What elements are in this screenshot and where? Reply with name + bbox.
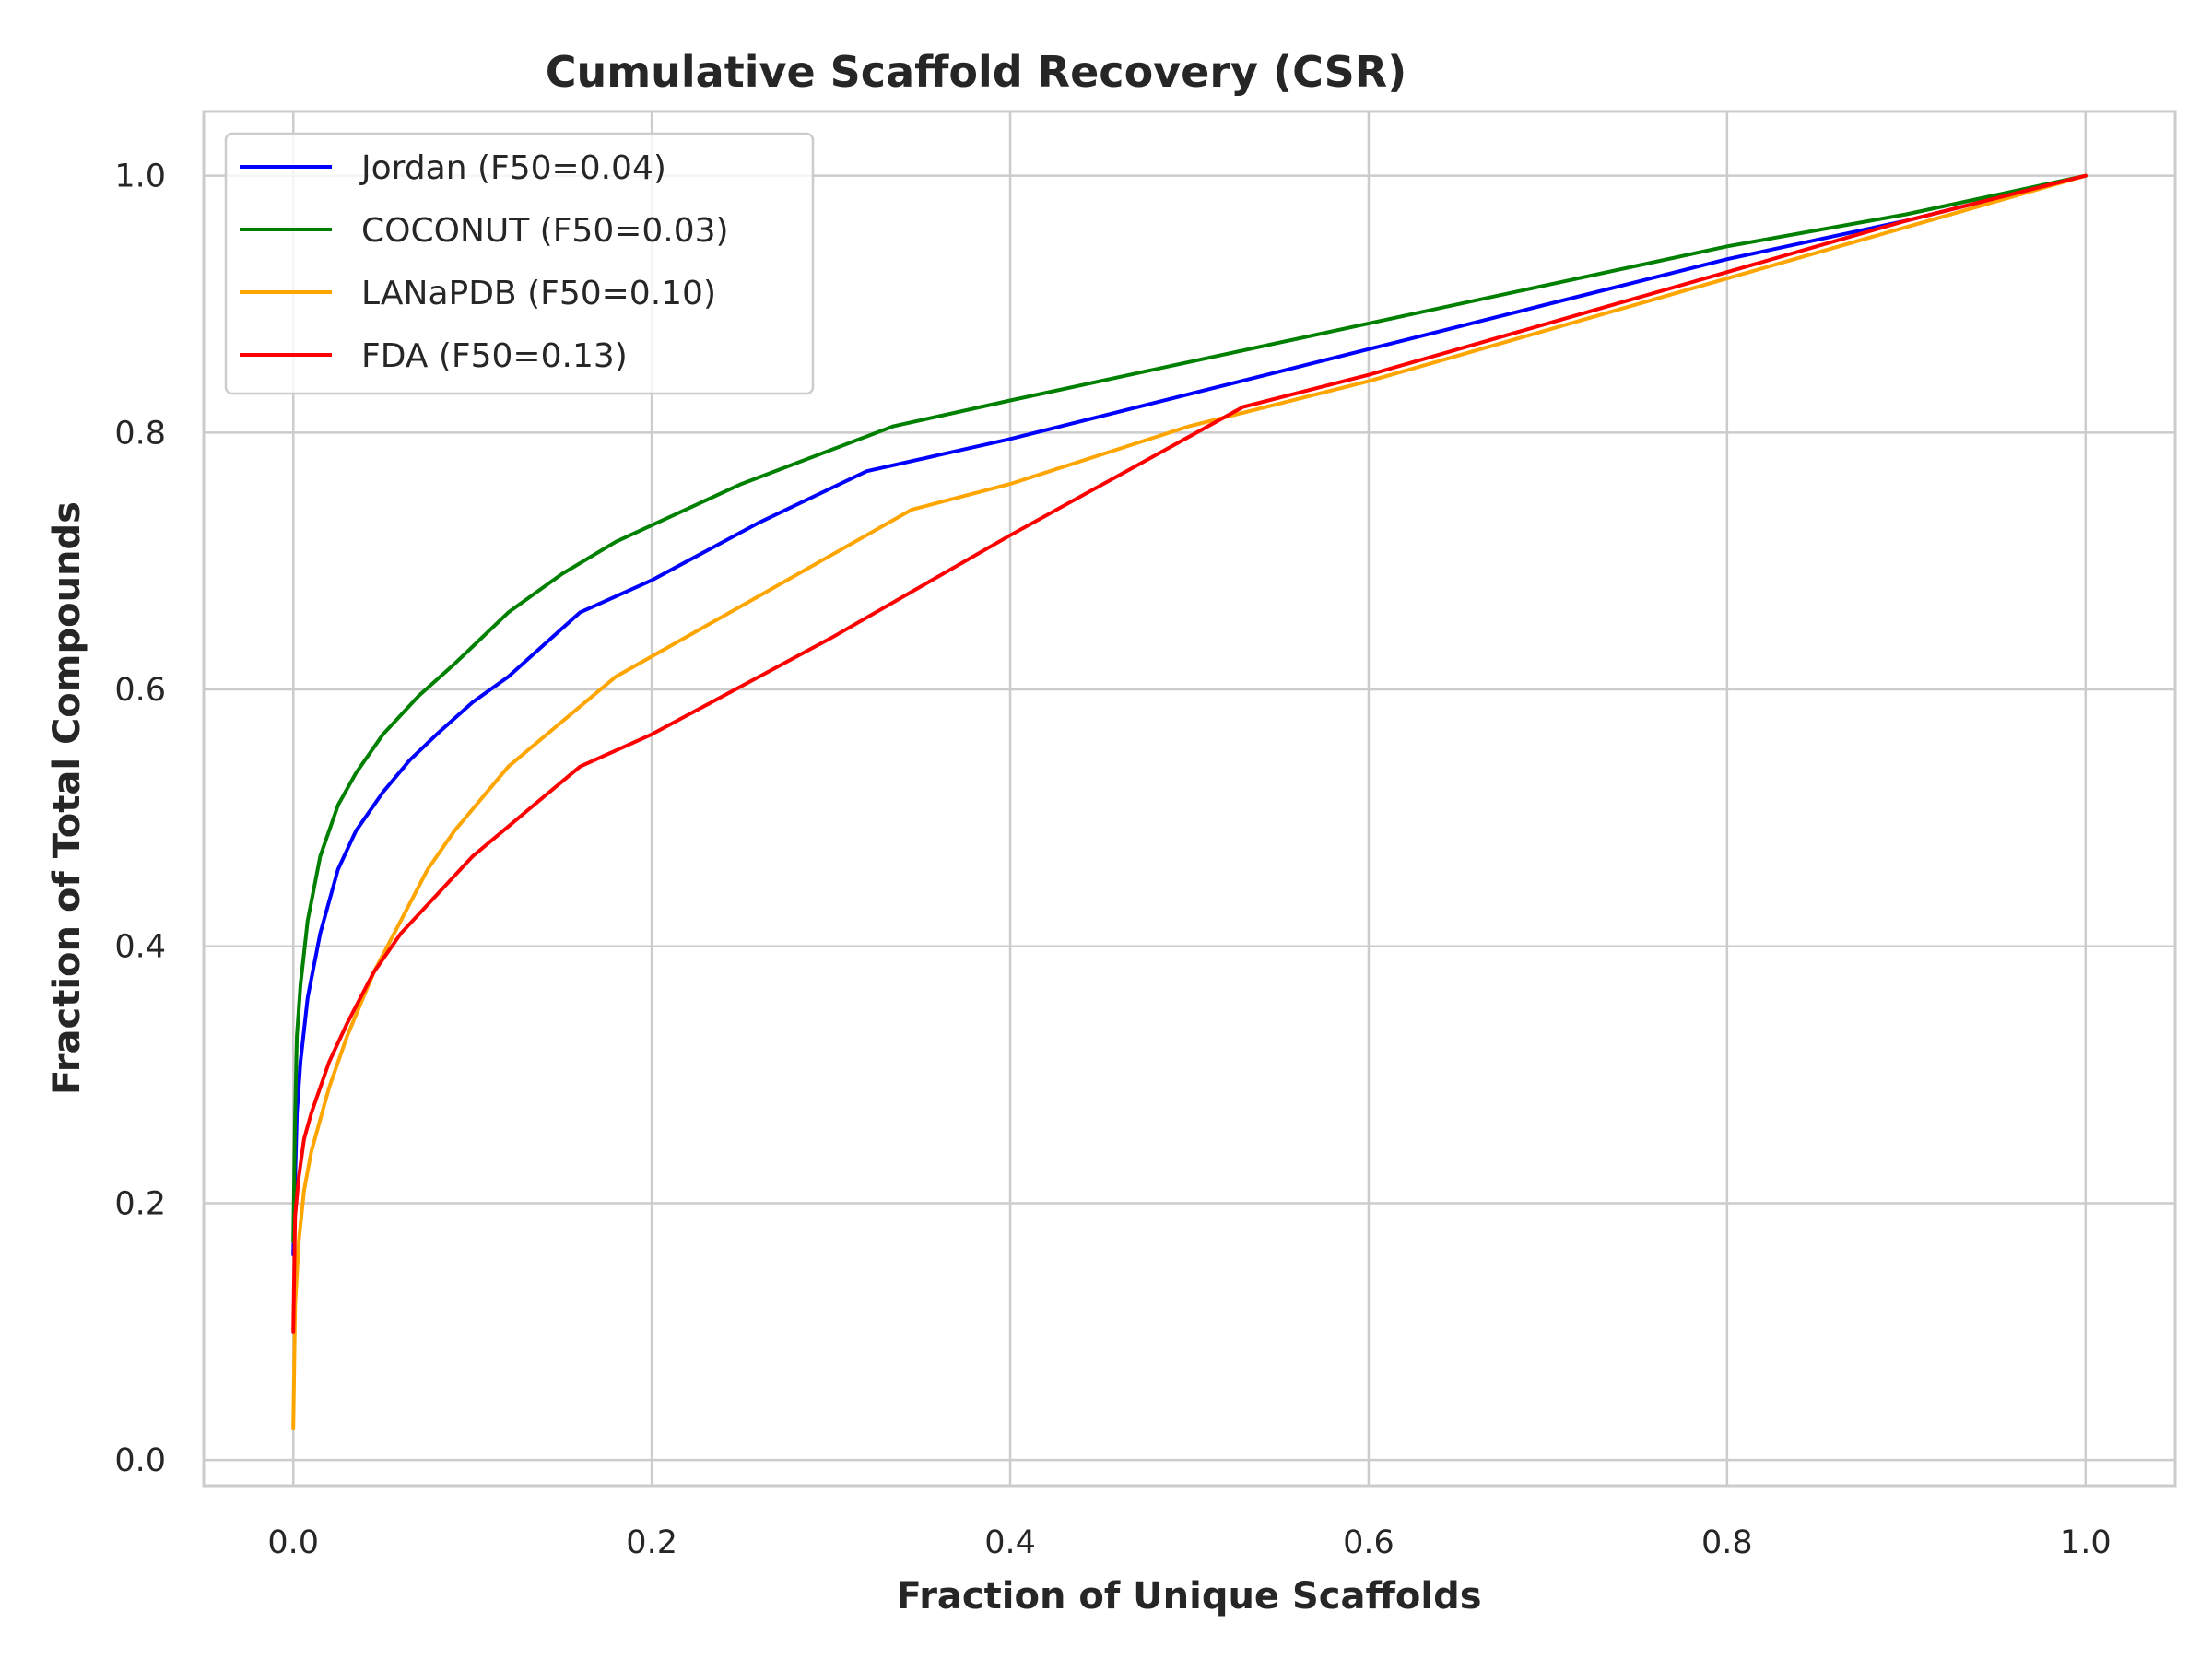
chart-title: Cumulative Scaffold Recovery (CSR) — [546, 47, 1407, 97]
legend-label-lanapdb: LANaPDB (F50=0.10) — [361, 275, 716, 312]
y-tick-label: 0.2 — [114, 1185, 166, 1222]
y-tick-label: 0.4 — [114, 929, 166, 966]
series-line-jordan — [291, 173, 2088, 1257]
y-tick-label: 0.0 — [114, 1442, 166, 1479]
x-tick-label: 0.6 — [1343, 1524, 1394, 1561]
plot-frame — [202, 110, 2177, 1488]
y-tick-label: 1.0 — [114, 159, 166, 195]
y-tick-label: 0.6 — [114, 672, 166, 709]
x-tick-label: 0.0 — [267, 1524, 319, 1561]
legend-label-jordan: Jordan (F50=0.04) — [359, 149, 666, 187]
x-axis-label: Fraction of Unique Scaffolds — [896, 1575, 1481, 1618]
legend: Jordan (F50=0.04) COCONUT (F50=0.03) LANaP… — [224, 132, 815, 395]
grid-lines — [204, 112, 2175, 1486]
series-line-fda — [291, 173, 2088, 1334]
series-line-lanapdb — [291, 173, 2088, 1430]
x-tick-label: 0.2 — [626, 1524, 677, 1561]
x-tick-label: 0.4 — [984, 1524, 1036, 1561]
legend-entries: Jordan (F50=0.04) COCONUT (F50=0.03) LANaP… — [240, 149, 729, 375]
y-axis-label: Fraction of Total Compounds — [46, 501, 88, 1095]
series-lines — [291, 173, 2088, 1430]
x-tick-label: 0.8 — [1701, 1524, 1753, 1561]
series-line-coconut — [291, 173, 2088, 1244]
legend-label-fda: FDA (F50=0.13) — [361, 337, 628, 375]
y-tick-label: 0.8 — [114, 415, 166, 452]
legend-label-coconut: COCONUT (F50=0.03) — [361, 212, 729, 250]
x-tick-label: 1.0 — [2060, 1524, 2112, 1561]
legend-box — [224, 132, 815, 395]
tick-labels: 0.0 0.2 0.4 0.6 0.8 1.0 0.0 0.2 0.4 0.6 0.8 1.0 — [114, 159, 2111, 1561]
